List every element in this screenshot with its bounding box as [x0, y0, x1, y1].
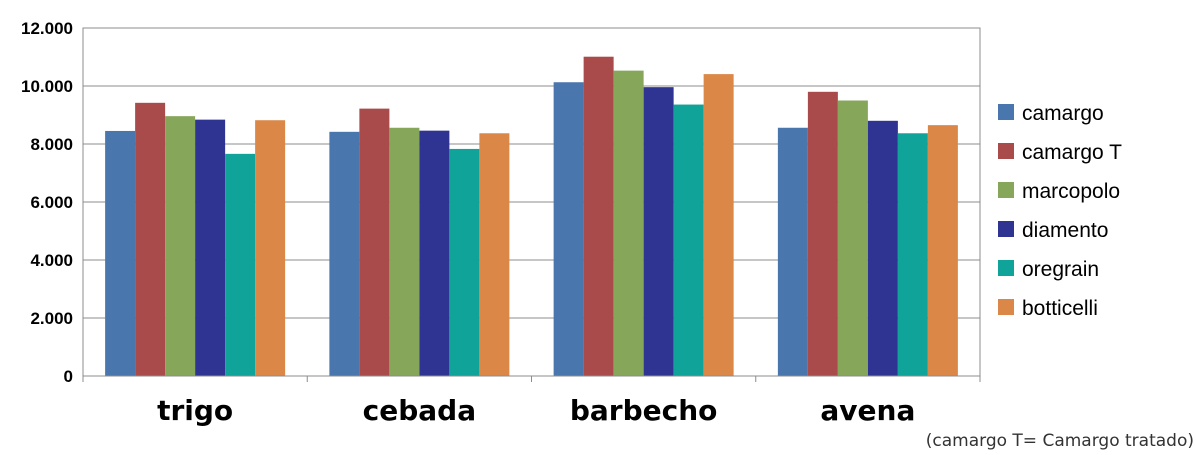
- y-tick-label: 2.000: [30, 309, 73, 328]
- bar-diamento-trigo: [195, 119, 226, 376]
- x-tick-label: avena: [820, 394, 915, 427]
- y-tick-label: 0: [64, 367, 73, 386]
- legend-label: botticelli: [1022, 297, 1098, 320]
- y-tick-labels: 0 2.000 4.000 6.000 8.000 10.000 12.000: [21, 19, 73, 386]
- bar-camargo-T-cebada: [359, 108, 390, 377]
- bar-oregrain-avena: [897, 133, 928, 376]
- bar-botticelli-trigo: [255, 120, 286, 376]
- bar-marcopolo-cebada: [389, 127, 420, 376]
- bar-oregrain-cebada: [449, 148, 480, 376]
- legend-label: camargo: [1022, 102, 1104, 125]
- bar-botticelli-avena: [927, 125, 958, 377]
- legend-swatch: [998, 299, 1014, 315]
- legend: camargo camargo T marcopolo diamento oregrai…: [998, 102, 1122, 320]
- bar-camargo-T-trigo: [135, 102, 166, 376]
- bars: [105, 56, 958, 377]
- y-tick-label: 4.000: [30, 251, 73, 270]
- y-tick-label: 8.000: [30, 135, 73, 154]
- bar-marcopolo-trigo: [165, 116, 196, 376]
- bar-camargo-barbecho: [553, 82, 584, 376]
- bar-marcopolo-avena: [837, 100, 868, 376]
- bar-botticelli-barbecho: [703, 74, 734, 377]
- legend-swatch: [998, 182, 1014, 198]
- y-tick-label: 6.000: [30, 193, 73, 212]
- x-tick-labels: trigo cebada barbecho avena: [157, 394, 915, 427]
- bar-camargo-avena: [777, 127, 808, 376]
- legend-swatch: [998, 221, 1014, 237]
- x-tick-label: cebada: [363, 394, 476, 427]
- y-tick-label: 10.000: [21, 77, 73, 96]
- y-tick-label: 12.000: [21, 19, 73, 38]
- bar-camargo-T-barbecho: [583, 56, 614, 377]
- bar-camargo-cebada: [329, 131, 360, 376]
- legend-label: diamento: [1022, 219, 1108, 242]
- x-tick-label: barbecho: [570, 394, 718, 427]
- bar-camargo-T-avena: [807, 91, 838, 377]
- x-tick-label: trigo: [157, 394, 233, 427]
- legend-swatch: [998, 143, 1014, 159]
- legend-swatch: [998, 104, 1014, 120]
- legend-label: marcopolo: [1022, 180, 1120, 203]
- bar-diamento-avena: [867, 120, 898, 376]
- bar-marcopolo-barbecho: [613, 70, 644, 376]
- legend-label: camargo T: [1022, 141, 1122, 164]
- bar-diamento-barbecho: [643, 87, 674, 376]
- legend-swatch: [998, 260, 1014, 276]
- bar-diamento-cebada: [419, 130, 450, 376]
- legend-label: oregrain: [1022, 258, 1099, 281]
- bar-oregrain-trigo: [225, 153, 256, 376]
- bar-botticelli-cebada: [479, 133, 510, 376]
- footnote: (camargo T= Camargo tratado): [926, 431, 1194, 451]
- axes: [82, 28, 981, 382]
- bar-camargo-trigo: [105, 130, 136, 376]
- bar-oregrain-barbecho: [673, 104, 704, 376]
